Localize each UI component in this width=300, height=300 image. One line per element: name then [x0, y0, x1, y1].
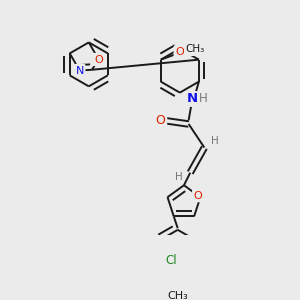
Text: N: N: [187, 92, 198, 105]
Text: H: H: [198, 92, 207, 105]
Text: O: O: [194, 190, 202, 201]
Text: H: H: [212, 136, 219, 146]
Text: O: O: [175, 47, 184, 57]
Text: CH₃: CH₃: [167, 291, 188, 300]
Text: O: O: [155, 114, 165, 128]
Text: CH₃: CH₃: [186, 44, 205, 55]
Text: Cl: Cl: [166, 254, 178, 267]
Text: N: N: [75, 65, 84, 76]
Text: H: H: [176, 172, 183, 182]
Text: O: O: [94, 55, 103, 64]
